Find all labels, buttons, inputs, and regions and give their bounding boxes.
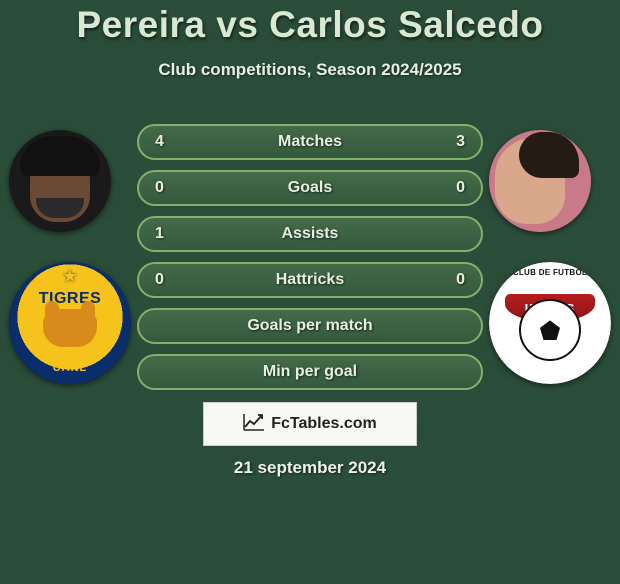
club-left-top-text: TIGRES — [9, 290, 131, 308]
stat-right-value: 0 — [447, 271, 465, 289]
player-right-avatar — [489, 130, 591, 232]
stat-row: 0 Hattricks 0 — [137, 262, 483, 298]
chart-icon — [243, 413, 265, 436]
soccer-ball-icon — [519, 299, 581, 361]
stat-row: 1 Assists — [137, 216, 483, 252]
indios-logo-icon: CLUB DE FUTBOL INDIOS — [489, 262, 611, 384]
stat-label: Assists — [139, 225, 481, 243]
face-icon — [495, 138, 565, 224]
date-text: 21 september 2024 — [0, 458, 620, 478]
stat-left-value: 4 — [155, 133, 173, 151]
stat-left-value: 0 — [155, 179, 173, 197]
stat-label: Matches — [139, 133, 481, 151]
stat-row: Goals per match — [137, 308, 483, 344]
stat-row: 4 Matches 3 — [137, 124, 483, 160]
stat-row: 0 Goals 0 — [137, 170, 483, 206]
stat-left-value: 0 — [155, 271, 173, 289]
stat-label: Min per goal — [139, 363, 481, 381]
stat-label: Goals per match — [139, 317, 481, 335]
stats-list: 4 Matches 3 0 Goals 0 1 Assists 0 Hattri… — [137, 124, 483, 400]
stat-right-value: 3 — [447, 133, 465, 151]
page-subtitle: Club competitions, Season 2024/2025 — [0, 60, 620, 80]
stat-label: Hattricks — [139, 271, 481, 289]
stat-row: Min per goal — [137, 354, 483, 390]
page-title: Pereira vs Carlos Salcedo — [0, 4, 620, 46]
face-icon — [30, 150, 90, 222]
tiger-icon — [43, 309, 97, 347]
club-left-bottom-text: UANL — [9, 362, 131, 374]
attribution-text: FcTables.com — [271, 415, 377, 433]
stat-left-value: 1 — [155, 225, 173, 243]
attribution-badge: FcTables.com — [203, 402, 417, 446]
club-left-logo: TIGRES UANL — [9, 262, 131, 384]
stat-right-value: 0 — [447, 179, 465, 197]
player-left-avatar — [9, 130, 111, 232]
tigres-logo-icon: TIGRES UANL — [9, 262, 131, 384]
club-right-logo: CLUB DE FUTBOL INDIOS — [489, 262, 611, 384]
stat-label: Goals — [139, 179, 481, 197]
